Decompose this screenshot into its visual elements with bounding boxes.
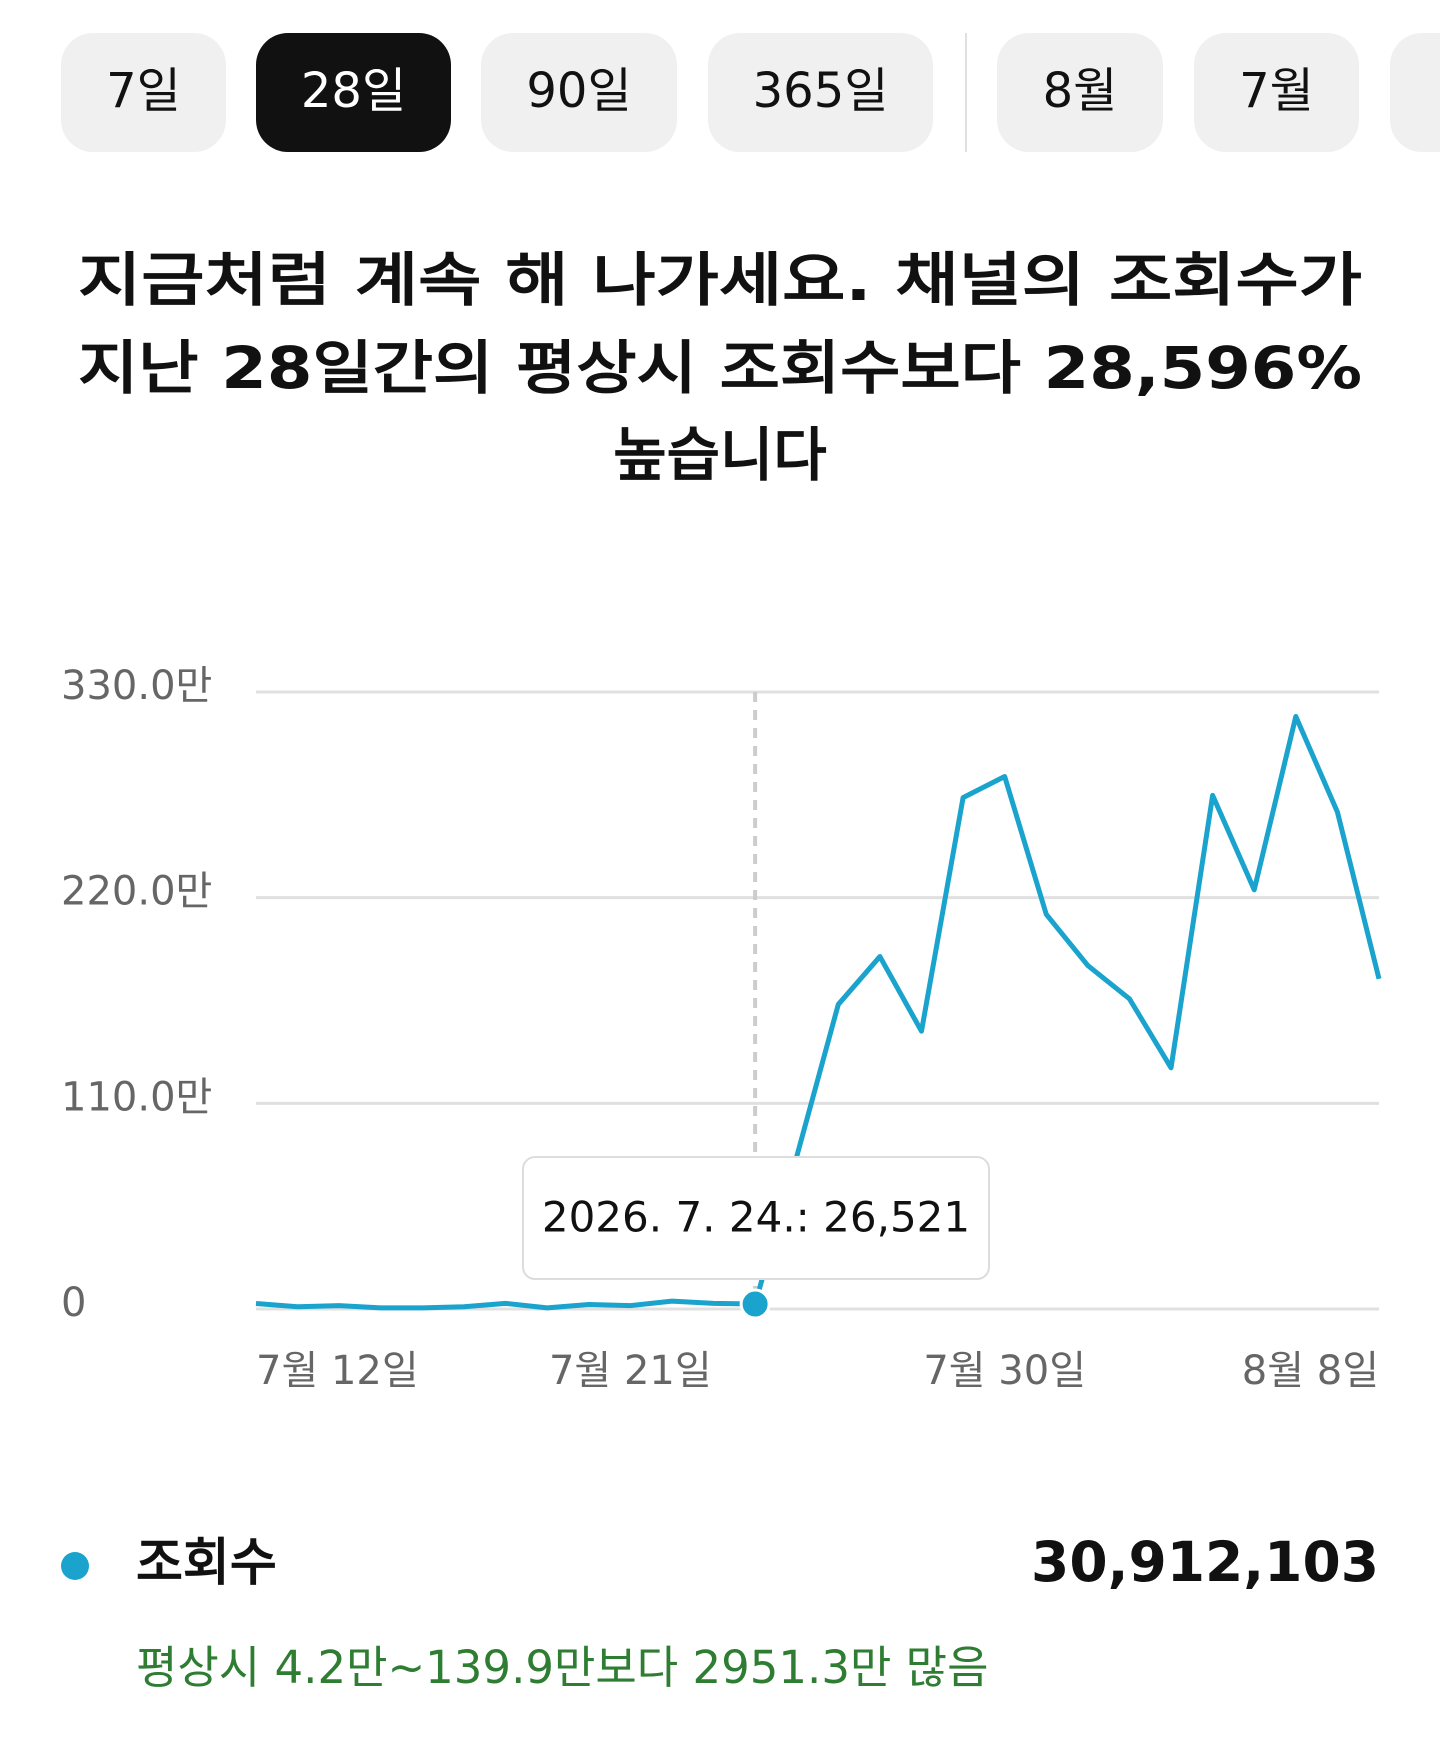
tab-label[interactable]: 8월 <box>1043 63 1118 119</box>
y-tick-label: 220.0만 <box>61 869 212 915</box>
tab-label[interactable]: 365일 <box>753 63 889 119</box>
tab[interactable] <box>481 33 677 152</box>
hover-marker <box>739 1288 771 1320</box>
headline-line: 지금처럼 계속 해 나가세요. 채널의 조회수가 <box>78 246 1362 314</box>
tab-partial[interactable] <box>1390 33 1440 152</box>
legend-dot <box>61 1552 89 1580</box>
x-tick-label: 7월 12일 <box>256 1348 419 1394</box>
y-tick-label: 330.0만 <box>61 663 212 709</box>
x-tick-label: 7월 21일 <box>549 1348 712 1394</box>
tab[interactable] <box>997 33 1163 152</box>
tab-label[interactable]: 7일 <box>106 63 181 119</box>
x-tick-label: 8월 8일 <box>1242 1348 1379 1394</box>
tooltip-box <box>522 1156 990 1280</box>
tab-label[interactable]: 7월 <box>1239 63 1314 119</box>
tab[interactable] <box>61 33 226 152</box>
tab-label[interactable]: 90일 <box>526 63 631 119</box>
y-tick-label: 110.0만 <box>61 1074 212 1120</box>
y-tick-label: 0 <box>61 1280 86 1326</box>
tab[interactable] <box>256 33 451 152</box>
headline-line: 높습니다 <box>613 421 826 489</box>
legend-label: 조회수 <box>136 1534 277 1593</box>
line <box>255 713 1382 1311</box>
total: 30,912,103 <box>1031 1530 1379 1594</box>
tab-label[interactable]: 28일 <box>301 63 406 119</box>
tab[interactable] <box>708 33 933 152</box>
comparison: 평상시 4.2만~139.9만보다 2951.3만 많음 <box>136 1641 988 1694</box>
tab[interactable] <box>1194 33 1359 152</box>
tooltip-text: 2026. 7. 24.: 26,521 <box>542 1193 970 1242</box>
x-tick-label: 7월 30일 <box>923 1348 1086 1394</box>
headline-line: 지난 28일간의 평상시 조회수보다 28,596% <box>78 334 1362 402</box>
